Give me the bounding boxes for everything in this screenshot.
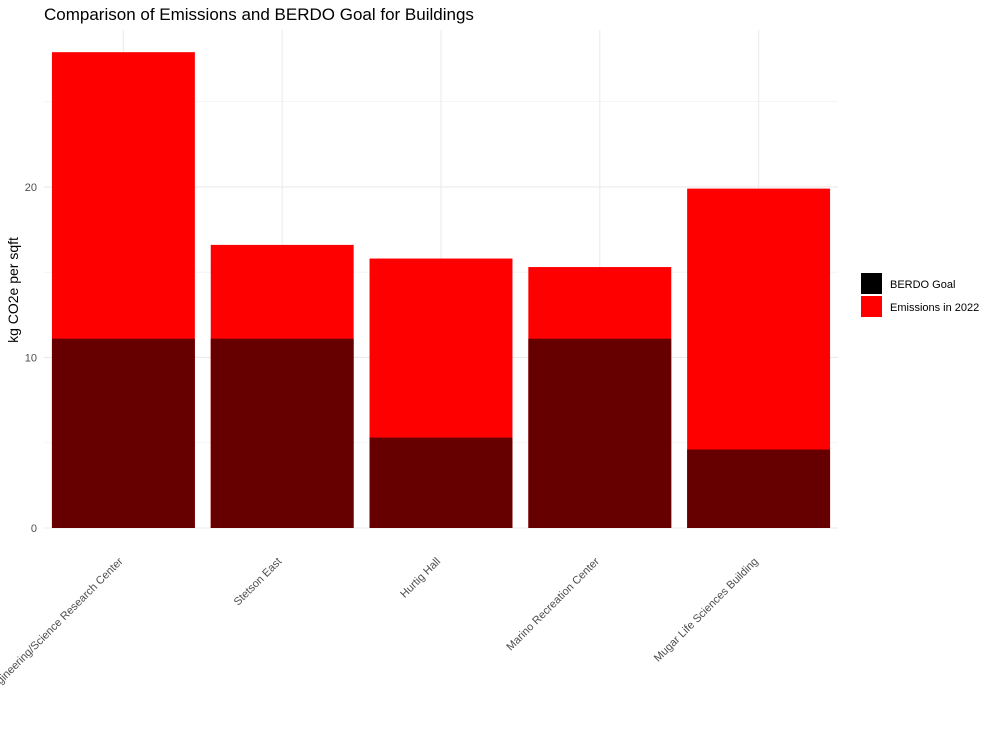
legend: BERDO Goal Emissions in 2022 bbox=[861, 273, 979, 317]
x-axis-ticks: Engineering/Science Research Center Stets… bbox=[0, 555, 761, 696]
legend-swatch bbox=[861, 273, 882, 294]
y-tick-label: 20 bbox=[25, 182, 37, 194]
bar-berdo-goal bbox=[210, 338, 354, 528]
x-tick-label: Stetson East bbox=[232, 556, 285, 609]
y-axis-ticks: 0 10 20 bbox=[25, 182, 37, 535]
legend-label: BERDO Goal bbox=[890, 279, 955, 291]
y-axis-label: kg CO2e per sqft bbox=[5, 237, 21, 343]
chart-title: Comparison of Emissions and BERDO Goal f… bbox=[44, 5, 474, 24]
bar-berdo-goal bbox=[51, 338, 195, 528]
x-tick-label: Marino Recreation Center bbox=[504, 555, 602, 653]
bars bbox=[51, 52, 831, 528]
legend-label: Emissions in 2022 bbox=[890, 302, 979, 314]
x-tick-label: Mugar Life Sciences Building bbox=[652, 556, 761, 665]
y-tick-label: 0 bbox=[31, 523, 37, 535]
bar-berdo-goal bbox=[687, 449, 831, 528]
legend-swatch bbox=[861, 296, 882, 317]
x-tick-label: Hurtig Hall bbox=[398, 556, 443, 601]
bar-berdo-goal bbox=[528, 338, 672, 528]
bar-berdo-goal bbox=[369, 437, 513, 528]
y-tick-label: 10 bbox=[25, 352, 37, 364]
x-tick-label: Engineering/Science Research Center bbox=[0, 555, 126, 696]
